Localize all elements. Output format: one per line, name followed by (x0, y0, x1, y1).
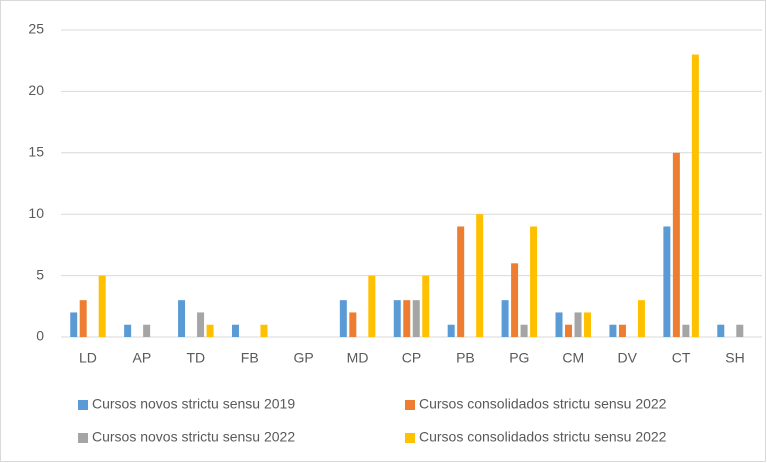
x-tick-label: GP (294, 350, 314, 366)
bar (672, 152, 680, 337)
x-tick-label: TD (186, 350, 205, 366)
bar (339, 300, 347, 337)
y-tick-label: 15 (28, 144, 44, 160)
bar (231, 324, 239, 337)
bar (511, 263, 519, 337)
bar (447, 324, 455, 337)
x-tick-label: LD (79, 350, 97, 366)
x-tick-label: FB (241, 350, 259, 366)
bar (574, 312, 582, 337)
x-tick-label: CM (562, 350, 584, 366)
bar (618, 324, 626, 337)
bar (637, 300, 645, 337)
bar (501, 300, 509, 337)
x-tick-label: MD (347, 350, 369, 366)
bar (565, 324, 573, 337)
legend-label: Cursos novos strictu sensu 2022 (92, 429, 295, 445)
legend-label: Cursos consolidados strictu sensu 2022 (419, 396, 667, 412)
bar (530, 226, 538, 337)
bar (663, 226, 671, 337)
x-tick-label: PG (509, 350, 529, 366)
bar (143, 324, 151, 337)
bar (124, 324, 132, 337)
bar (403, 300, 411, 337)
bar (555, 312, 563, 337)
bar (736, 324, 744, 337)
bar (691, 54, 699, 338)
x-tick-label: AP (133, 350, 152, 366)
bar (70, 312, 78, 337)
bar (206, 324, 214, 337)
bar (79, 300, 87, 337)
bar (98, 275, 106, 337)
bar (368, 275, 376, 337)
legend-label: Cursos novos strictu sensu 2019 (92, 396, 295, 412)
bar (197, 312, 205, 337)
y-tick-label: 5 (36, 266, 44, 282)
bar (609, 324, 617, 337)
y-tick-label: 25 (28, 21, 44, 37)
x-tick-label: CP (402, 350, 421, 366)
bar (520, 324, 528, 337)
bar (584, 312, 592, 337)
bar (457, 226, 465, 337)
y-tick-label: 20 (28, 82, 44, 98)
x-tick-label: CT (672, 350, 691, 366)
bar (682, 324, 690, 337)
bar (349, 312, 357, 337)
x-tick-label: DV (617, 350, 637, 366)
x-tick-label: PB (456, 350, 475, 366)
x-tick-label: SH (725, 350, 744, 366)
bar (178, 300, 186, 337)
bar (412, 300, 420, 337)
y-tick-label: 10 (28, 205, 44, 221)
bar (422, 275, 430, 337)
legend-swatch (405, 400, 415, 410)
legend-swatch (78, 433, 88, 443)
y-tick-label: 0 (36, 328, 44, 344)
bar (260, 324, 268, 337)
legend-label: Cursos consolidados strictu sensu 2022 (419, 429, 667, 445)
bar (717, 324, 725, 337)
legend-swatch (405, 433, 415, 443)
bar (476, 214, 484, 337)
legend-swatch (78, 400, 88, 410)
bar (393, 300, 401, 337)
